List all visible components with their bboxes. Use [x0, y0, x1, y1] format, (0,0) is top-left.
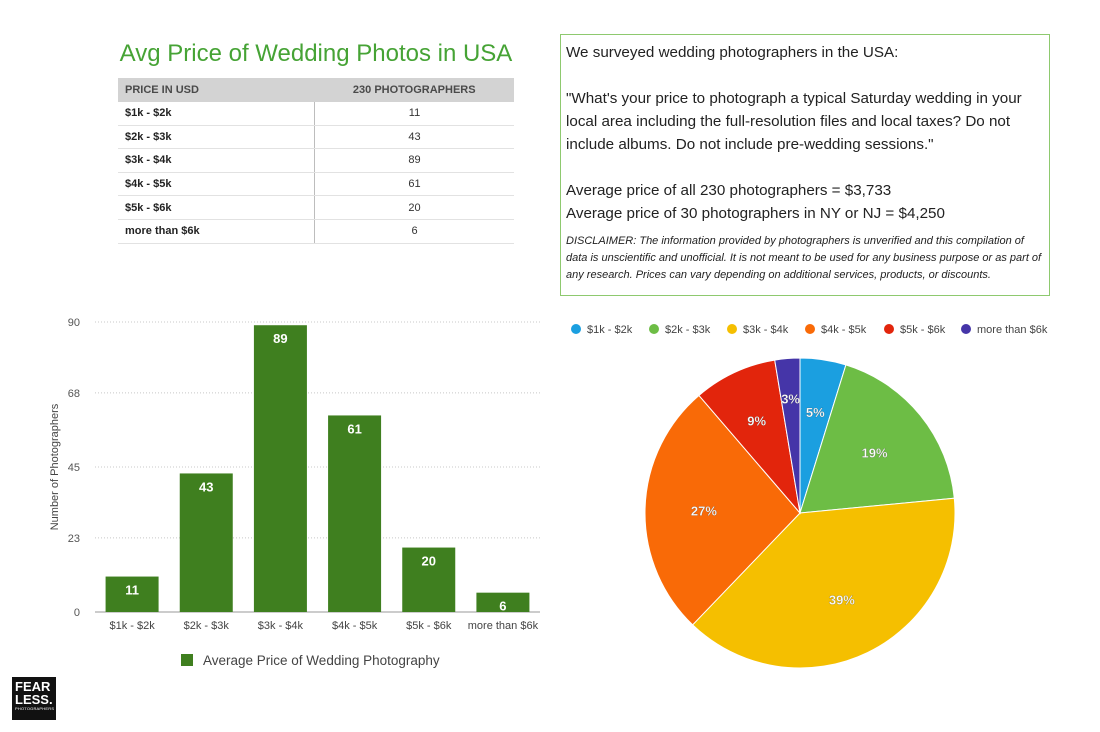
legend-label: Average Price of Wedding Photography [203, 653, 440, 668]
pie-percent-label: 3% [781, 392, 800, 407]
table-cell-range: $1k - $2k [118, 102, 315, 126]
table-cell-range: $3k - $4k [118, 148, 315, 173]
price-table: PRICE IN USD 230 PHOTOGRAPHERS $1k - $2k… [118, 78, 514, 244]
table-cell-count: 20 [314, 195, 514, 220]
table-header-count: 230 PHOTOGRAPHERS [314, 78, 514, 102]
x-tick-label: more than $6k [468, 620, 539, 632]
y-tick-label: 68 [68, 388, 80, 400]
pie-percent-label: 27% [691, 503, 717, 518]
legend-dot [649, 324, 659, 334]
bar [179, 473, 233, 612]
logo-line-1: FEAR [15, 679, 51, 694]
x-tick-label: $1k - $2k [109, 620, 155, 632]
x-tick-label: $3k - $4k [258, 620, 304, 632]
survey-question: "What's your price to photograph a typic… [566, 90, 1022, 153]
x-tick-label: $4k - $5k [332, 620, 378, 632]
table-row: $1k - $2k 11 [118, 102, 514, 126]
survey-disclaimer: DISCLAIMER: The information provided by … [566, 235, 1042, 281]
legend-dot [805, 324, 815, 334]
survey-box: We surveyed wedding photographers in the… [560, 34, 1050, 296]
bar-value-label: 11 [125, 583, 139, 598]
table-header-price: PRICE IN USD [118, 78, 315, 102]
table-cell-count: 61 [314, 172, 514, 197]
pie-percent-label: 9% [747, 413, 766, 428]
table-row: $4k - $5k 61 [118, 172, 514, 197]
table-cell-range: $4k - $5k [118, 172, 315, 197]
y-tick-label: 45 [68, 462, 80, 474]
page-title: Avg Price of Wedding Photos in USA [119, 40, 513, 67]
x-tick-label: $2k - $3k [184, 620, 230, 632]
legend-dot [727, 324, 737, 334]
pie-slice [799, 364, 955, 514]
pie-slice [698, 359, 801, 515]
table-cell-range: $2k - $3k [118, 125, 315, 150]
y-axis-label: Number of Photographers [49, 403, 61, 530]
table-cell-range: $5k - $6k [118, 195, 315, 220]
pie-percent-label: 39% [829, 593, 855, 608]
survey-average-all: Average price of all 230 photographers =… [566, 182, 892, 199]
survey-average-nynj: Average price of 30 photographers in NY … [566, 205, 945, 222]
pie-percent-label: 5% [806, 405, 825, 420]
bar-value-label: 43 [199, 479, 213, 494]
legend-label: more than $6k [977, 324, 1048, 336]
table-cell-count: 43 [314, 125, 514, 150]
bar-value-label: 61 [347, 421, 361, 436]
y-tick-label: 90 [68, 317, 80, 329]
x-tick-label: $5k - $6k [406, 620, 452, 632]
fearless-logo: FEAR LESS. PHOTOGRAPHERS [12, 677, 56, 720]
legend-dot [884, 324, 894, 334]
legend-dot [961, 324, 971, 334]
bar-value-label: 89 [273, 331, 287, 346]
bar-value-label: 20 [422, 554, 436, 569]
legend-label: $3k - $4k [743, 324, 789, 336]
table-row: $5k - $6k 20 [118, 195, 514, 220]
legend-label: $2k - $3k [665, 324, 711, 336]
legend-swatch [181, 654, 193, 666]
legend-dot [571, 324, 581, 334]
table-row: $3k - $4k 89 [118, 148, 514, 173]
bar-value-label: 6 [499, 599, 506, 614]
logo-line-3: PHOTOGRAPHERS [15, 706, 55, 711]
survey-intro: We surveyed wedding photographers in the… [566, 44, 899, 61]
legend-label: $4k - $5k [821, 324, 867, 336]
table-cell-count: 6 [314, 219, 514, 244]
logo-line-2: LESS. [15, 692, 53, 707]
pie-chart: $1k - $2k $2k - $3k $3k - $4k $4k - $5k $5k … [571, 324, 1048, 669]
table-cell-range: more than $6k [118, 219, 315, 244]
legend-label: $5k - $6k [900, 324, 946, 336]
table-row: more than $6k 6 [118, 219, 514, 244]
bar [402, 547, 456, 612]
pie-slice [774, 357, 801, 514]
bar-chart: 0 23 45 68 90 Number of Photographers 11 $1k - … [49, 317, 540, 668]
bar [253, 325, 307, 612]
pie-percent-label: 19% [862, 445, 888, 460]
bar [105, 576, 159, 612]
bar [476, 592, 530, 612]
y-tick-label: 0 [74, 607, 80, 619]
y-tick-label: 23 [68, 533, 80, 545]
pie-slice [644, 394, 801, 626]
table-row: $2k - $3k 43 [118, 125, 514, 150]
legend-label: $1k - $2k [587, 324, 633, 336]
table-cell-count: 11 [314, 102, 514, 126]
table-cell-count: 89 [314, 148, 514, 173]
bar [328, 415, 382, 612]
pie-slice [691, 497, 956, 669]
